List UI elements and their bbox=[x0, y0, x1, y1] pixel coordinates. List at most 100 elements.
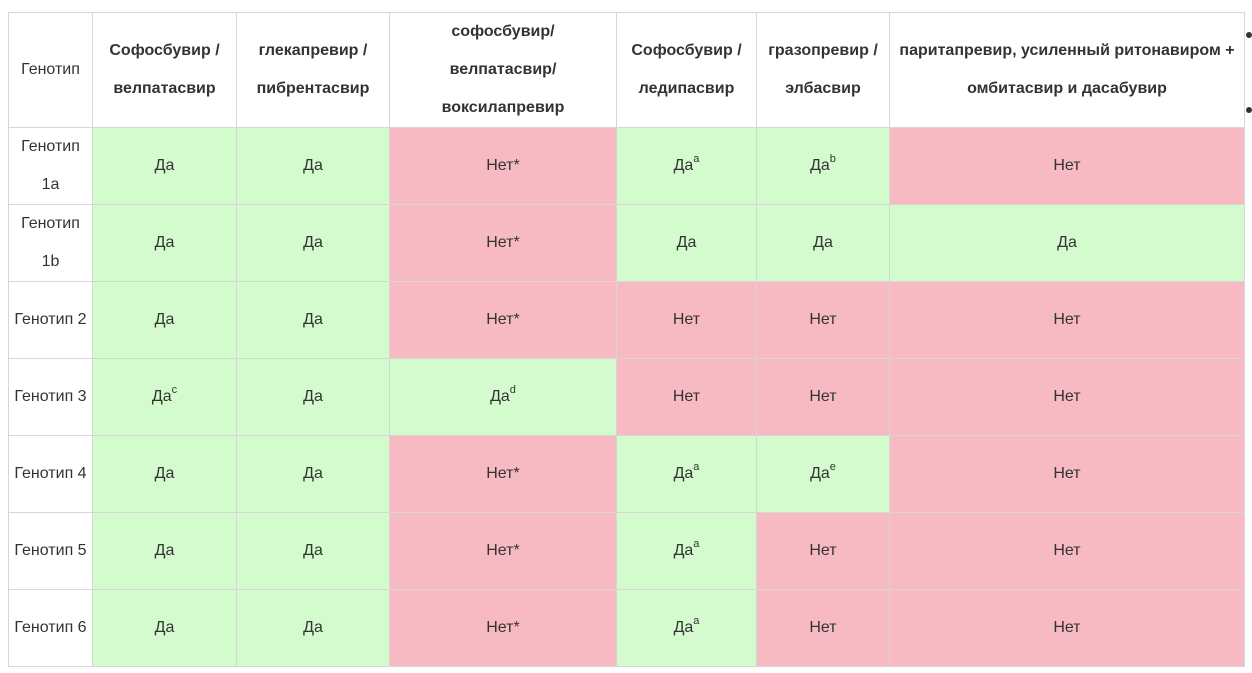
cell-value: Нет* bbox=[486, 311, 520, 328]
cell-sofosbuvir-velpatasvir-voxilaprevir-no: Нет* bbox=[389, 512, 617, 590]
row-header-genotype: Генотип 4 bbox=[8, 435, 93, 513]
cell-sofosbuvir-velpatasvir-yes: Да bbox=[92, 589, 237, 667]
cell-value: Нет bbox=[672, 388, 701, 405]
cell-value: Нет* bbox=[486, 157, 520, 174]
bullet-icon bbox=[1246, 107, 1252, 113]
cell-value: Нет bbox=[672, 311, 701, 328]
table-row: Генотип 1b Да Да Нет* Да Да Да bbox=[8, 204, 1245, 282]
footnote-marker: a bbox=[693, 152, 700, 165]
cell-value: Да bbox=[303, 388, 323, 405]
cell-sofosbuvir-ledipasvir-yes: Даa bbox=[616, 435, 757, 513]
cell-value: Нет bbox=[1053, 388, 1081, 405]
genotype-regimen-table-container: Генотип Софосбувир / велпатасвир глекапр… bbox=[8, 12, 1245, 667]
cell-grazoprevir-elbasvir-no: Нет bbox=[756, 281, 890, 359]
cell-glecaprevir-pibrentasvir-yes: Да bbox=[236, 512, 390, 590]
cell-sofosbuvir-velpatasvir-voxilaprevir-yes: Даd bbox=[389, 358, 617, 436]
cell-sofosbuvir-ledipasvir-no: Нет bbox=[616, 358, 757, 436]
cell-glecaprevir-pibrentasvir-yes: Да bbox=[236, 127, 390, 205]
adjacent-list-bullets bbox=[1245, 0, 1252, 140]
cell-glecaprevir-pibrentasvir-yes: Да bbox=[236, 358, 390, 436]
cell-sofosbuvir-velpatasvir-yes: Даc bbox=[92, 358, 237, 436]
cell-value: Да bbox=[810, 157, 830, 174]
cell-glecaprevir-pibrentasvir-yes: Да bbox=[236, 204, 390, 282]
cell-value: Да bbox=[303, 157, 323, 174]
cell-value: Да bbox=[673, 542, 694, 559]
column-header-paritaprevir-ombitasvir-dasabuvir: паритапревир, усиленный ритонавиром + ом… bbox=[889, 12, 1245, 128]
cell-value: Да bbox=[303, 311, 323, 328]
row-header-genotype: Генотип 1b bbox=[8, 204, 93, 282]
cell-value: Да bbox=[303, 465, 323, 482]
cell-sofosbuvir-velpatasvir-yes: Да bbox=[92, 127, 237, 205]
table-row: Генотип 3 Даc Да Даd Нет Нет Нет bbox=[8, 358, 1245, 436]
cell-sofosbuvir-ledipasvir-yes: Даa bbox=[616, 127, 757, 205]
row-header-genotype: Генотип 2 bbox=[8, 281, 93, 359]
cell-value: Нет bbox=[1053, 157, 1081, 174]
table-row: Генотип 6 Да Да Нет* Даa Нет Нет bbox=[8, 589, 1245, 667]
cell-value: Да bbox=[673, 465, 694, 482]
cell-paritaprevir-ombitasvir-dasabuvir-no: Нет bbox=[889, 589, 1245, 667]
cell-sofosbuvir-ledipasvir-no: Нет bbox=[616, 281, 757, 359]
cell-value: Нет bbox=[809, 311, 837, 328]
cell-value: Да bbox=[154, 311, 175, 328]
cell-grazoprevir-elbasvir-no: Нет bbox=[756, 358, 890, 436]
cell-value: Да bbox=[813, 234, 833, 251]
cell-value: Да bbox=[303, 234, 323, 251]
footnote-marker: c bbox=[171, 383, 178, 396]
cell-sofosbuvir-ledipasvir-yes: Да bbox=[616, 204, 757, 282]
cell-value: Нет* bbox=[486, 542, 520, 559]
cell-grazoprevir-elbasvir-yes: Даb bbox=[756, 127, 890, 205]
column-header-glecaprevir-pibrentasvir: глекапревир / пибрентасвир bbox=[236, 12, 390, 128]
cell-value: Нет bbox=[809, 388, 837, 405]
footnote-marker: a bbox=[693, 537, 700, 550]
genotype-regimen-table: Генотип Софосбувир / велпатасвир глекапр… bbox=[8, 12, 1245, 667]
cell-value: Да bbox=[154, 157, 175, 174]
footnote-marker: b bbox=[829, 152, 836, 165]
cell-value: Нет* bbox=[486, 619, 520, 636]
cell-value: Нет bbox=[1053, 542, 1081, 559]
footnote-marker: e bbox=[829, 460, 836, 473]
cell-value: Нет* bbox=[486, 465, 520, 482]
cell-sofosbuvir-velpatasvir-voxilaprevir-no: Нет* bbox=[389, 589, 617, 667]
cell-value: Да bbox=[154, 234, 175, 251]
column-header-sofosbuvir-velpatasvir-voxilaprevir: софосбувир/ велпатасвир/ воксилапревир bbox=[389, 12, 617, 128]
cell-sofosbuvir-velpatasvir-yes: Да bbox=[92, 281, 237, 359]
cell-value: Да bbox=[810, 465, 830, 482]
cell-value: Нет bbox=[809, 619, 837, 636]
cell-value: Да bbox=[151, 388, 172, 405]
cell-glecaprevir-pibrentasvir-yes: Да bbox=[236, 281, 390, 359]
cell-value: Да bbox=[673, 157, 694, 174]
cell-sofosbuvir-ledipasvir-yes: Даa bbox=[616, 589, 757, 667]
cell-value: Да bbox=[303, 542, 323, 559]
row-header-genotype: Генотип 5 bbox=[8, 512, 93, 590]
cell-glecaprevir-pibrentasvir-yes: Да bbox=[236, 435, 390, 513]
cell-value: Да bbox=[154, 465, 175, 482]
cell-value: Нет bbox=[1053, 619, 1081, 636]
footnote-marker: a bbox=[693, 614, 700, 627]
cell-paritaprevir-ombitasvir-dasabuvir-yes: Да bbox=[889, 204, 1245, 282]
column-header-sofosbuvir-velpatasvir: Софосбувир / велпатасвир bbox=[92, 12, 237, 128]
cell-sofosbuvir-velpatasvir-yes: Да bbox=[92, 204, 237, 282]
cell-paritaprevir-ombitasvir-dasabuvir-no: Нет bbox=[889, 358, 1245, 436]
cell-value: Нет bbox=[809, 542, 837, 559]
cell-sofosbuvir-velpatasvir-yes: Да bbox=[92, 435, 237, 513]
table-row: Генотип 2 Да Да Нет* Нет Нет Нет bbox=[8, 281, 1245, 359]
table-row: Генотип 5 Да Да Нет* Даa Нет Нет bbox=[8, 512, 1245, 590]
cell-sofosbuvir-velpatasvir-voxilaprevir-no: Нет* bbox=[389, 204, 617, 282]
cell-value: Нет bbox=[1053, 465, 1081, 482]
table-header-row: Генотип Софосбувир / велпатасвир глекапр… bbox=[8, 12, 1245, 128]
footnote-marker: a bbox=[693, 460, 700, 473]
footnote-marker: d bbox=[509, 383, 516, 396]
cell-sofosbuvir-ledipasvir-yes: Даa bbox=[616, 512, 757, 590]
cell-value: Да bbox=[303, 619, 323, 636]
cell-sofosbuvir-velpatasvir-voxilaprevir-no: Нет* bbox=[389, 127, 617, 205]
table-row: Генотип 1a Да Да Нет* Даa Даb Нет bbox=[8, 127, 1245, 205]
cell-value: Да bbox=[1057, 234, 1077, 251]
row-header-genotype: Генотип 3 bbox=[8, 358, 93, 436]
cell-grazoprevir-elbasvir-yes: Да bbox=[756, 204, 890, 282]
row-header-genotype: Генотип 6 bbox=[8, 589, 93, 667]
cell-value: Да bbox=[490, 388, 510, 405]
table-body: Генотип 1a Да Да Нет* Даa Даb Нет Генотип 1b Да Д… bbox=[8, 127, 1245, 667]
cell-value: Да bbox=[154, 542, 175, 559]
cell-value: Да bbox=[673, 619, 694, 636]
cell-grazoprevir-elbasvir-no: Нет bbox=[756, 589, 890, 667]
